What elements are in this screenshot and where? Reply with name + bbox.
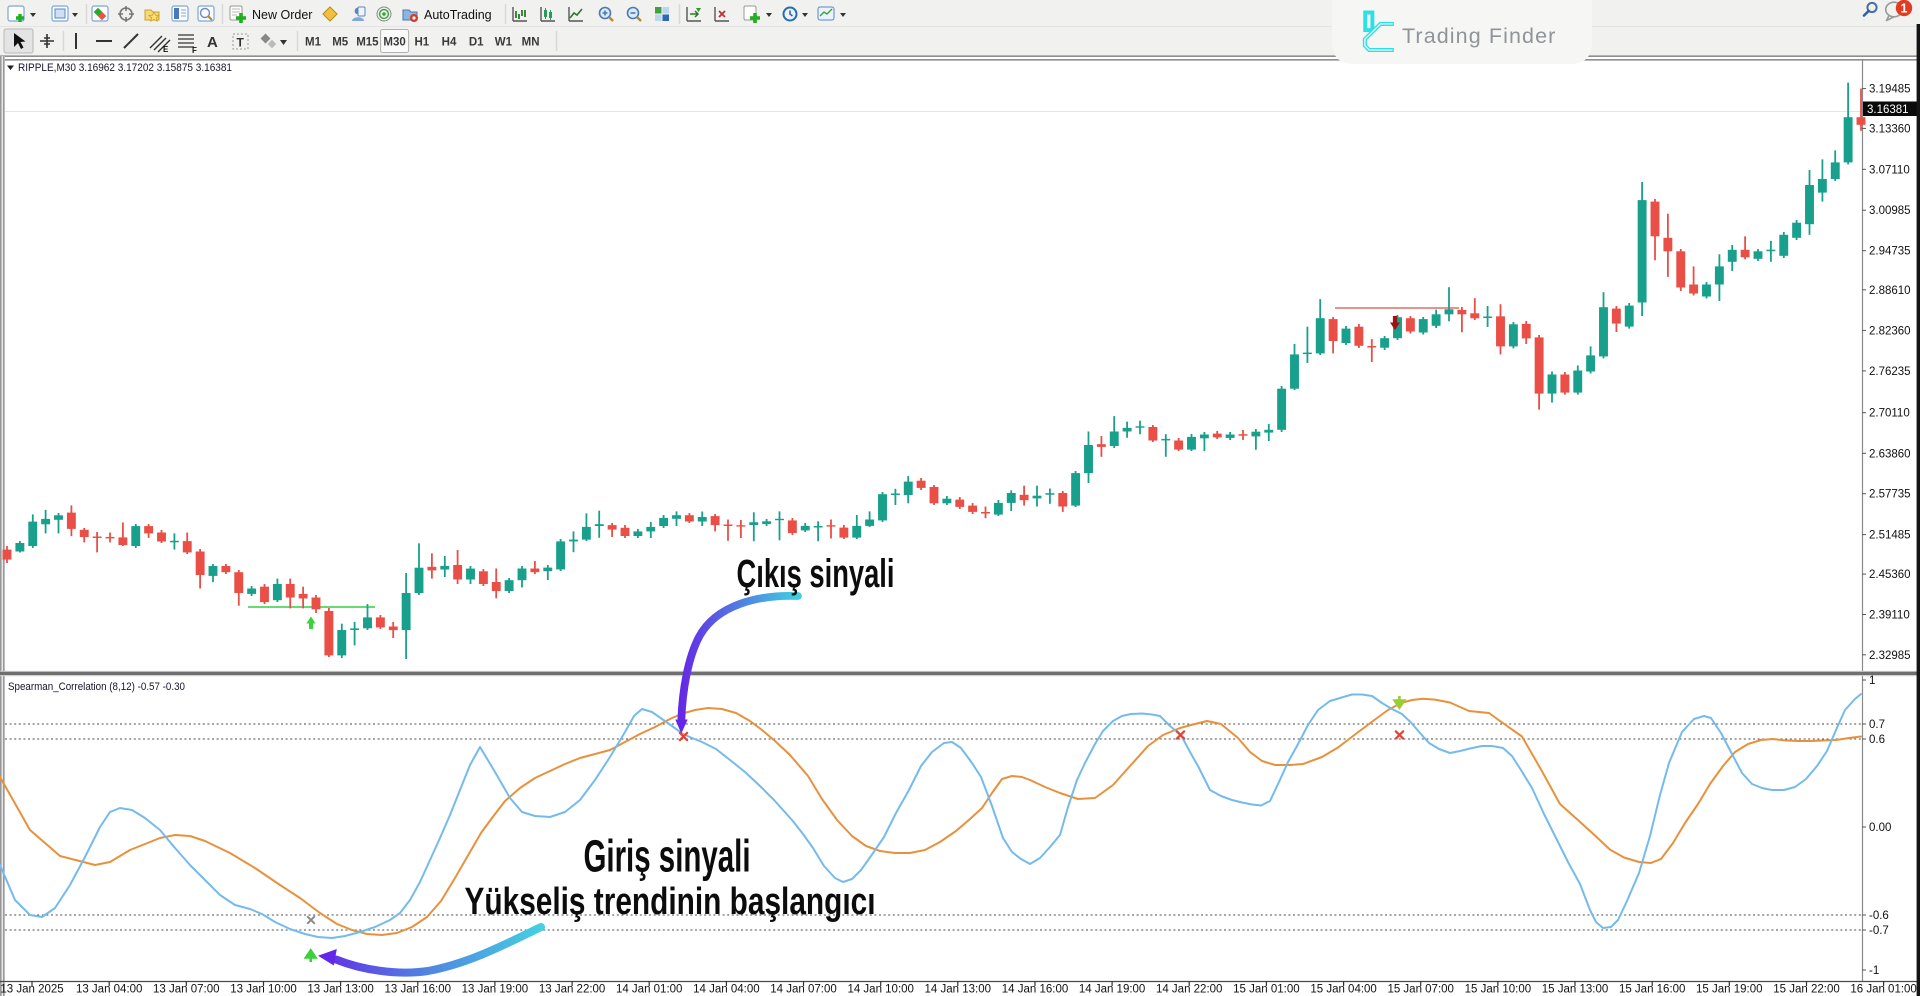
svg-text:14 Jan 13:00: 14 Jan 13:00: [925, 984, 992, 996]
svg-text:3.19485: 3.19485: [1869, 84, 1911, 96]
svg-text:-1: -1: [1869, 965, 1879, 977]
svg-text:2.88610: 2.88610: [1869, 285, 1911, 297]
svg-text:15 Jan 01:00: 15 Jan 01:00: [1233, 984, 1300, 996]
svg-text:2.94735: 2.94735: [1869, 246, 1911, 258]
svg-text:13 Jan 07:00: 13 Jan 07:00: [153, 984, 220, 996]
svg-text:3.00985: 3.00985: [1869, 205, 1911, 217]
svg-text:15 Jan 07:00: 15 Jan 07:00: [1387, 984, 1454, 996]
svg-text:14 Jan 19:00: 14 Jan 19:00: [1079, 984, 1146, 996]
svg-text:16 Jan 01:00: 16 Jan 01:00: [1850, 984, 1917, 996]
svg-text:2.39110: 2.39110: [1869, 610, 1910, 622]
svg-text:15 Jan 22:00: 15 Jan 22:00: [1773, 984, 1840, 996]
svg-text:H4: H4: [442, 37, 457, 49]
svg-text:15 Jan 04:00: 15 Jan 04:00: [1310, 984, 1377, 996]
svg-text:0.00: 0.00: [1869, 822, 1891, 834]
svg-text:2.70110: 2.70110: [1869, 408, 1910, 420]
svg-text:M1: M1: [305, 37, 322, 49]
svg-text:W1: W1: [495, 37, 513, 49]
svg-text:Çıkış sinyali: Çıkış sinyali: [737, 552, 895, 596]
svg-text:Trading Finder: Trading Finder: [1402, 24, 1556, 48]
svg-text:13 Jan 16:00: 13 Jan 16:00: [385, 984, 452, 996]
svg-text:14 Jan 10:00: 14 Jan 10:00: [847, 984, 914, 996]
svg-text:E: E: [163, 45, 169, 54]
svg-text:2.76235: 2.76235: [1869, 366, 1911, 378]
svg-text:MN: MN: [522, 37, 540, 49]
svg-text:D1: D1: [469, 37, 484, 49]
svg-text:M30: M30: [383, 37, 405, 49]
svg-text:2.51485: 2.51485: [1869, 530, 1911, 542]
svg-text:15 Jan 10:00: 15 Jan 10:00: [1465, 984, 1532, 996]
svg-text:13 Jan 10:00: 13 Jan 10:00: [230, 984, 297, 996]
svg-text:F: F: [192, 46, 197, 55]
svg-text:13 Jan 22:00: 13 Jan 22:00: [539, 984, 606, 996]
svg-text:Giriş sinyali: Giriş sinyali: [584, 831, 751, 882]
svg-text:A: A: [207, 34, 218, 51]
svg-text:14 Jan 01:00: 14 Jan 01:00: [616, 984, 683, 996]
svg-text:-0.7: -0.7: [1869, 925, 1889, 937]
svg-text:2.82360: 2.82360: [1869, 325, 1911, 337]
svg-text:15 Jan 19:00: 15 Jan 19:00: [1696, 984, 1763, 996]
svg-text:1: 1: [1901, 2, 1908, 16]
svg-text:14 Jan 16:00: 14 Jan 16:00: [1002, 984, 1069, 996]
svg-text:H1: H1: [414, 37, 429, 49]
svg-text:3.13360: 3.13360: [1869, 123, 1911, 135]
svg-text:-0.6: -0.6: [1869, 910, 1889, 922]
svg-text:M5: M5: [332, 37, 349, 49]
svg-text:RIPPLE,M30 3.16962 3.17202 3.: RIPPLE,M30 3.16962 3.17202 3.15875 3.163…: [18, 62, 232, 74]
svg-text:2.32985: 2.32985: [1869, 650, 1911, 662]
svg-text:14 Jan 22:00: 14 Jan 22:00: [1156, 984, 1223, 996]
svg-text:15 Jan 16:00: 15 Jan 16:00: [1619, 984, 1686, 996]
svg-text:2.63860: 2.63860: [1869, 448, 1911, 460]
svg-text:M15: M15: [356, 37, 379, 49]
svg-text:T: T: [237, 36, 245, 50]
svg-text:13 Jan 04:00: 13 Jan 04:00: [76, 984, 143, 996]
svg-text:AutoTrading: AutoTrading: [424, 8, 492, 22]
svg-text:13 Jan 13:00: 13 Jan 13:00: [307, 984, 374, 996]
svg-text:0.6: 0.6: [1869, 734, 1885, 746]
svg-text:15 Jan 13:00: 15 Jan 13:00: [1542, 984, 1609, 996]
svg-text:13 Jan 2025: 13 Jan 2025: [0, 984, 63, 996]
svg-text:Spearman_Correlation (8,12) -0: Spearman_Correlation (8,12) -0.57 -0.30: [8, 681, 185, 693]
svg-text:3.16381: 3.16381: [1867, 104, 1909, 116]
svg-text:3.07110: 3.07110: [1869, 164, 1910, 176]
svg-text:14 Jan 04:00: 14 Jan 04:00: [693, 984, 760, 996]
svg-text:14 Jan 07:00: 14 Jan 07:00: [770, 984, 837, 996]
svg-text:New Order: New Order: [252, 8, 312, 22]
svg-text:2.57735: 2.57735: [1869, 489, 1911, 501]
svg-text:2.45360: 2.45360: [1869, 569, 1911, 581]
svg-text:13 Jan 19:00: 13 Jan 19:00: [462, 984, 529, 996]
svg-text:1: 1: [1869, 675, 1875, 687]
svg-text:Yükseliş trendinin başlangıcı: Yükseliş trendinin başlangıcı: [465, 881, 876, 923]
svg-text:0.7: 0.7: [1869, 719, 1885, 731]
